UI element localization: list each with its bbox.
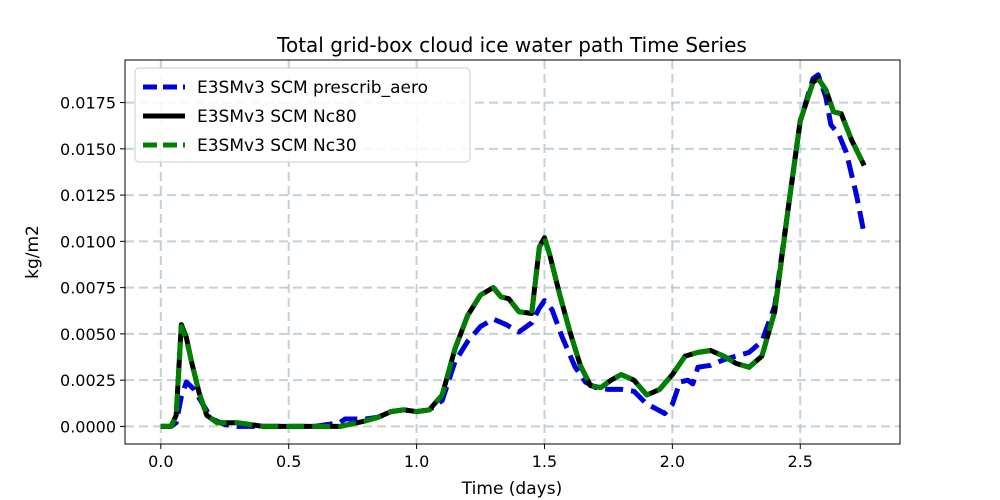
x-tick-label: 2.5 [788, 452, 813, 471]
x-tick-label: 0.0 [148, 452, 173, 471]
y-tick-label: 0.0150 [60, 140, 116, 159]
y-axis-label: kg/m2 [23, 225, 43, 279]
series-layer [160, 72, 867, 429]
y-tick-label: 0.0025 [60, 371, 116, 390]
y-tick-label: 0.0000 [60, 417, 116, 436]
x-tick-label: 2.0 [660, 452, 685, 471]
x-tick-label: 1.0 [404, 452, 429, 471]
y-tick-label: 0.0175 [60, 94, 116, 113]
chart-title: Total grid-box cloud ice water path Time… [276, 33, 747, 57]
y-tick-label: 0.0125 [60, 186, 116, 205]
y-tick-label: 0.0050 [60, 325, 116, 344]
x-axis-label: Time (days) [461, 479, 562, 499]
y-tick-label: 0.0100 [60, 232, 116, 251]
legend-label-2: E3SMv3 SCM Nc80 [197, 107, 357, 127]
y-axis-ticks: 0.0000 0.0025 0.0050 0.0075 0.0100 0.0125 0.01… [60, 94, 125, 436]
legend-label-3: E3SMv3 SCM Nc30 [197, 136, 357, 156]
legend-label-1: E3SMv3 SCM prescrib_aero [197, 78, 428, 98]
legend: E3SMv3 SCM prescrib_aero E3SMv3 SCM Nc80 E… [134, 67, 471, 163]
x-axis-ticks: 0.0 0.5 1.0 1.5 2.0 2.5 [148, 444, 813, 471]
plot-frame [124, 59, 901, 445]
series-line-3 [160, 76, 867, 429]
x-tick-label: 1.5 [532, 452, 557, 471]
y-tick-label: 0.0075 [60, 279, 116, 298]
legend-box [134, 67, 471, 163]
x-tick-label: 0.5 [276, 452, 301, 471]
